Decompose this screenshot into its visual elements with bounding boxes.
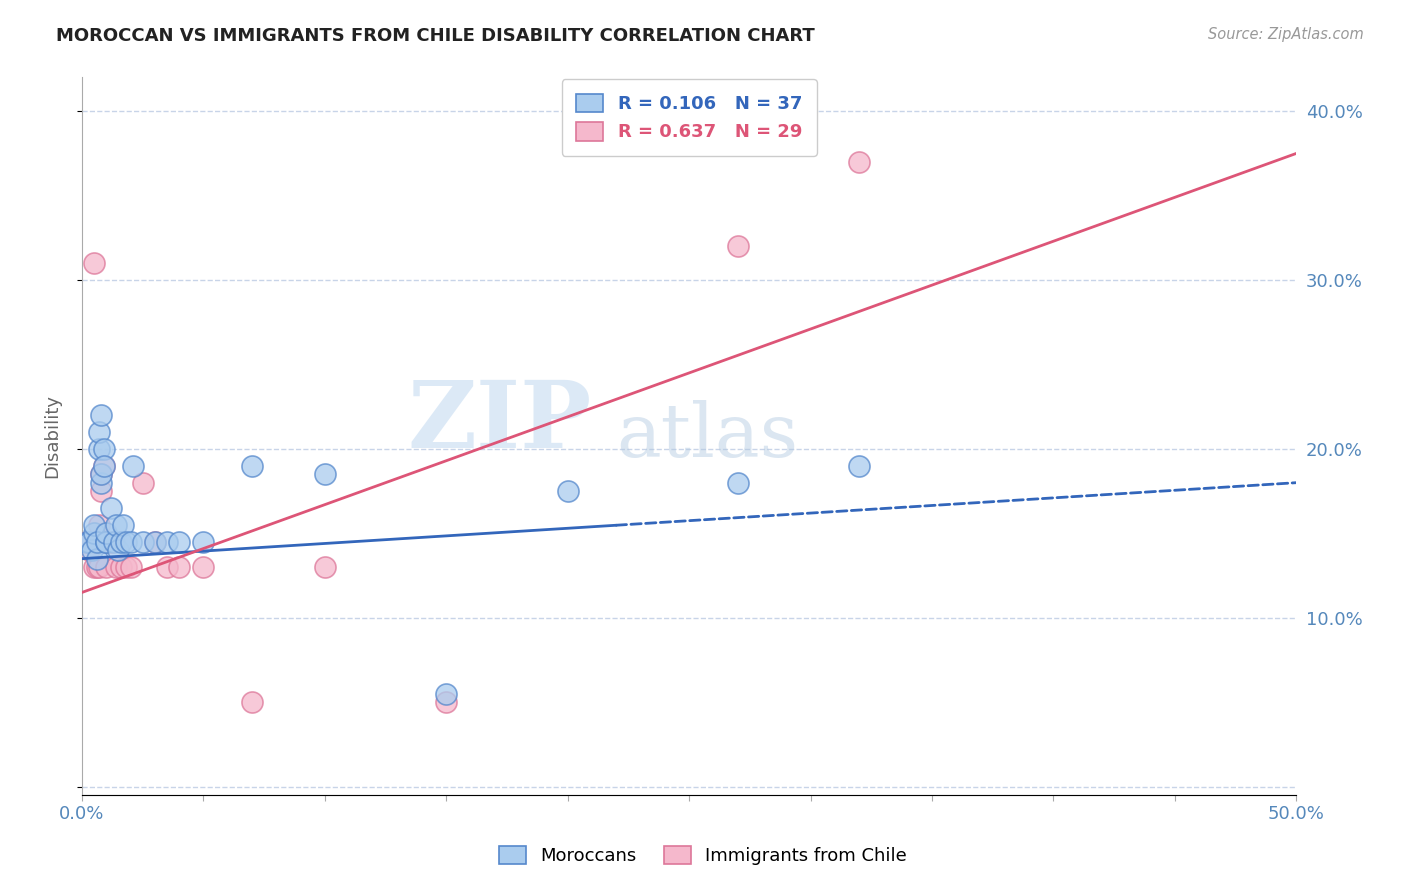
Point: [314, 467, 336, 482]
Point: [143, 534, 166, 549]
Point: [110, 560, 132, 574]
Point: [727, 475, 749, 490]
Point: [120, 560, 142, 574]
Point: [86, 551, 108, 566]
Point: [83, 256, 105, 270]
Point: [131, 475, 153, 490]
Point: [76, 534, 98, 549]
Point: [104, 517, 127, 532]
Point: [76, 534, 98, 549]
Point: [93, 458, 115, 473]
Point: [114, 560, 136, 574]
Point: [83, 517, 105, 532]
Point: [90, 484, 112, 499]
Point: [104, 560, 127, 574]
Point: [727, 239, 749, 253]
Point: [434, 687, 457, 701]
Point: [240, 458, 263, 473]
Point: [103, 534, 125, 549]
Point: [96, 526, 118, 541]
Point: [96, 560, 118, 574]
Legend: R = 0.106   N = 37, R = 0.637   N = 29: R = 0.106 N = 37, R = 0.637 N = 29: [562, 79, 817, 156]
Point: [93, 534, 115, 549]
Point: [314, 560, 336, 574]
Point: [93, 458, 115, 473]
Point: [100, 534, 122, 549]
Point: [143, 534, 166, 549]
Point: [87, 517, 110, 532]
Point: [193, 560, 215, 574]
Point: [122, 458, 145, 473]
Point: [156, 534, 179, 549]
Point: [87, 442, 110, 456]
Point: [120, 534, 142, 549]
Point: [96, 534, 118, 549]
Point: [114, 534, 136, 549]
Point: [90, 408, 112, 422]
Point: [77, 543, 100, 558]
Point: [90, 467, 112, 482]
Point: [93, 442, 115, 456]
Point: [80, 534, 103, 549]
Text: Source: ZipAtlas.com: Source: ZipAtlas.com: [1208, 27, 1364, 42]
Point: [83, 526, 105, 541]
Point: [87, 425, 110, 439]
Point: [193, 534, 215, 549]
Point: [240, 695, 263, 709]
Point: [96, 534, 118, 549]
Point: [434, 695, 457, 709]
Point: [87, 560, 110, 574]
Point: [77, 534, 100, 549]
Point: [86, 534, 108, 549]
Point: [167, 534, 190, 549]
Legend: Moroccans, Immigrants from Chile: Moroccans, Immigrants from Chile: [489, 837, 917, 874]
Point: [100, 501, 122, 516]
Point: [131, 534, 153, 549]
Text: atlas: atlas: [616, 400, 799, 473]
Point: [156, 560, 179, 574]
Point: [80, 543, 103, 558]
Point: [86, 534, 108, 549]
Point: [90, 475, 112, 490]
Point: [557, 484, 579, 499]
Point: [90, 467, 112, 482]
Point: [848, 458, 870, 473]
Point: [112, 517, 135, 532]
Y-axis label: Disability: Disability: [44, 394, 60, 478]
Point: [167, 560, 190, 574]
Point: [83, 560, 105, 574]
Text: MOROCCAN VS IMMIGRANTS FROM CHILE DISABILITY CORRELATION CHART: MOROCCAN VS IMMIGRANTS FROM CHILE DISABI…: [56, 27, 815, 45]
Text: ZIP: ZIP: [408, 377, 592, 467]
Point: [86, 560, 108, 574]
Point: [110, 534, 132, 549]
Point: [107, 543, 129, 558]
Point: [848, 154, 870, 169]
